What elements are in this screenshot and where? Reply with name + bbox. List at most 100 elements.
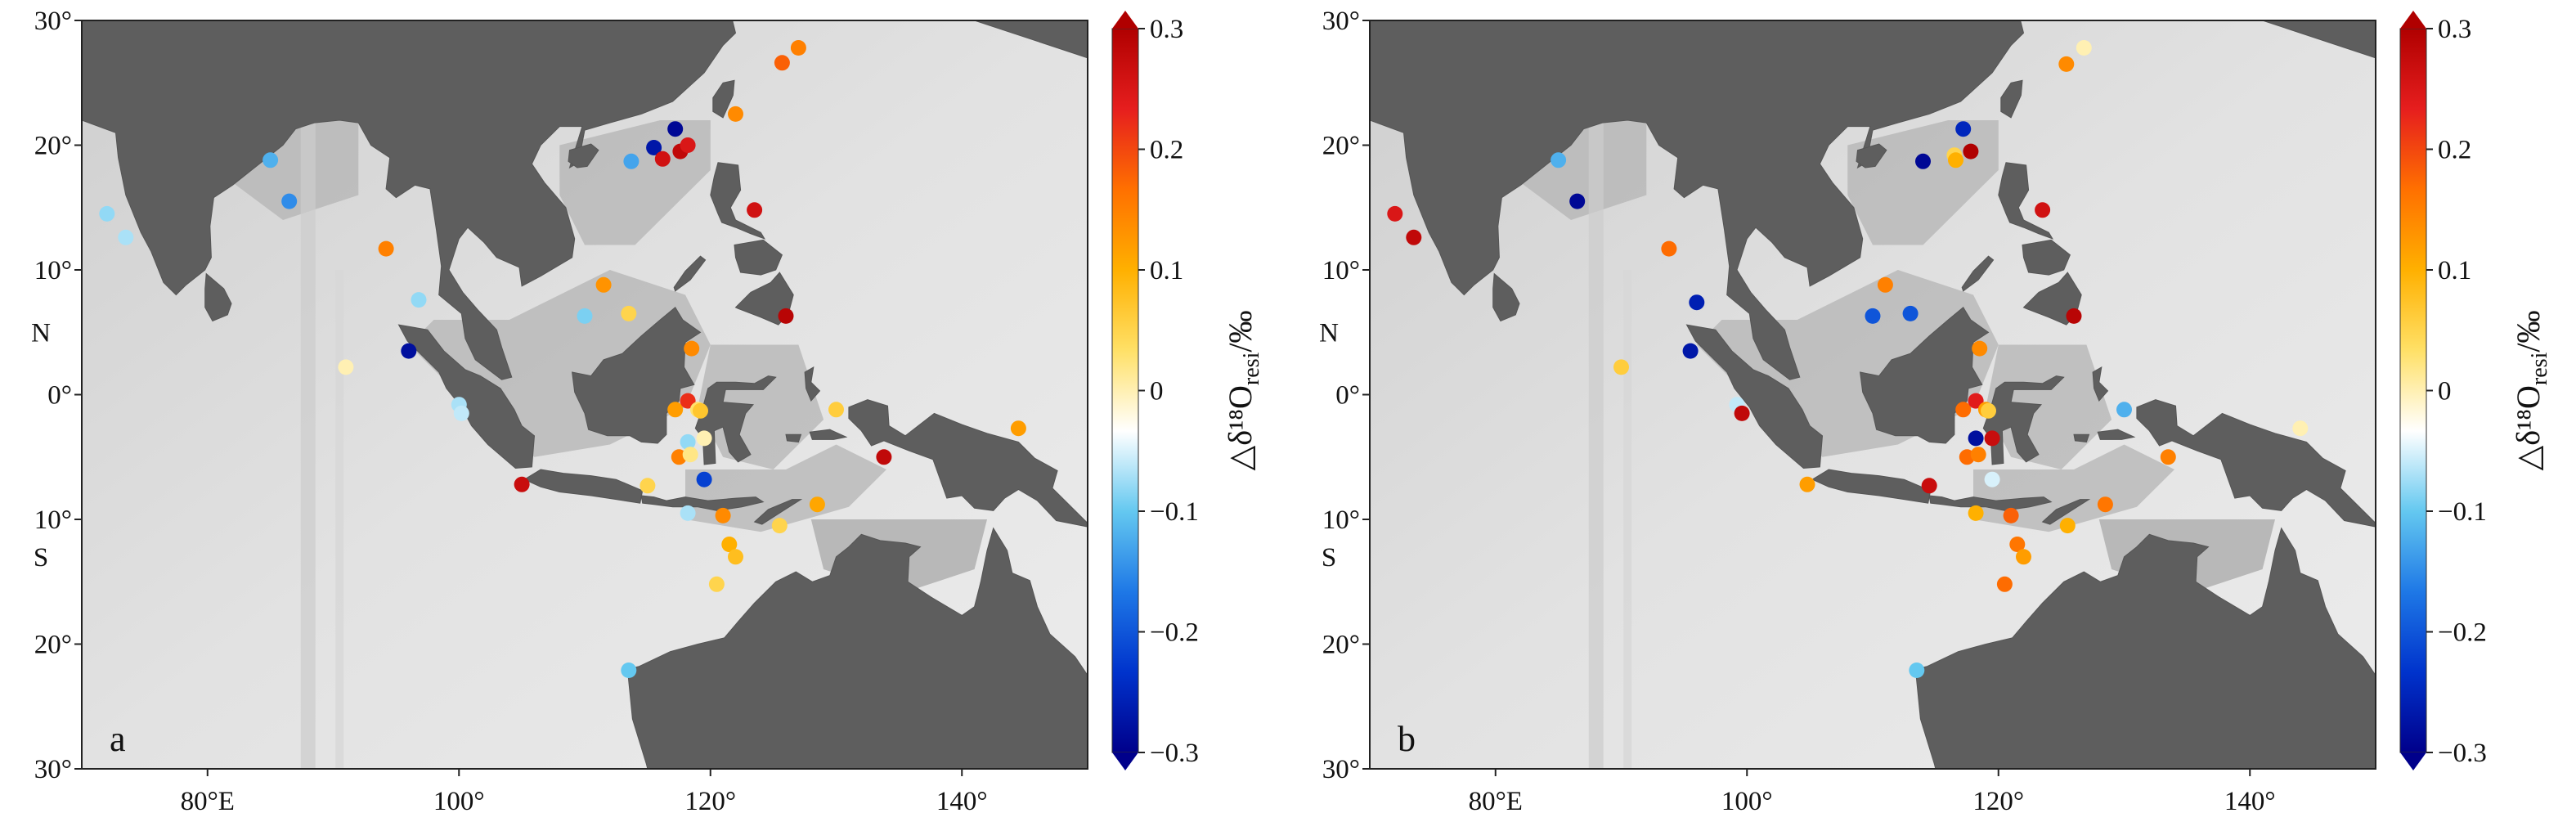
- sample-point: [2009, 537, 2026, 552]
- y-tick-label: 20°: [1322, 631, 1360, 660]
- sample-point: [2035, 202, 2051, 218]
- sample-point: [621, 305, 637, 321]
- x-tick-label: 120°: [684, 787, 736, 816]
- sample-point: [1968, 430, 1984, 447]
- colorbar-extend-max: [1112, 11, 1138, 29]
- sample-point: [623, 153, 640, 169]
- hemisphere-label: S: [1322, 543, 1336, 573]
- sample-point: [721, 537, 738, 552]
- sample-point: [595, 276, 612, 293]
- sample-point: [828, 402, 844, 418]
- colorbar-extend-min: [2400, 752, 2426, 770]
- x-tick-label: 140°: [2224, 787, 2276, 816]
- landmass-sulawesi: [1982, 375, 2065, 465]
- sample-point: [1968, 393, 1984, 409]
- landmass-australia: [1914, 527, 2376, 769]
- sample-point: [747, 202, 763, 218]
- shelf-region: [1973, 444, 2174, 532]
- map-area: [82, 20, 1088, 769]
- sample-point: [696, 430, 712, 447]
- sample-point: [1799, 476, 1815, 492]
- sample-point: [693, 402, 708, 419]
- map-panel-a: 80°E 100° 120° 140° 30° 20° 10° 0° 10° 20° 30° N Sa 0…: [31, 7, 1264, 816]
- landmass-newguinea: [848, 399, 1088, 528]
- sample-point: [1613, 359, 1629, 375]
- landmass-taiwan: [712, 79, 735, 119]
- landmass-halmahera: [2092, 366, 2109, 402]
- sample-sites: [99, 40, 1026, 678]
- sample-point: [646, 140, 662, 155]
- sample-point: [1915, 153, 1931, 169]
- y-tick-label: 30°: [34, 755, 72, 784]
- landmass-seram: [2097, 429, 2136, 440]
- landmass-visayas: [734, 239, 783, 276]
- sample-point: [1955, 402, 1972, 418]
- sample-point: [1972, 340, 1988, 357]
- sample-point: [1955, 121, 1972, 137]
- sample-point: [1682, 343, 1699, 359]
- landmass-asia: [82, 20, 1088, 380]
- landmass-visayas: [2022, 239, 2071, 276]
- sample-point: [2003, 507, 2019, 523]
- colorbar-tick-label: 0.3: [1150, 15, 1183, 44]
- landmass-hainan: [568, 143, 599, 168]
- sample-point: [2058, 56, 2075, 72]
- sample-point: [684, 340, 700, 357]
- colorbar-tick-label: −0.1: [2438, 497, 2487, 527]
- landmass-lesser_sunda: [1928, 495, 2053, 511]
- sample-point: [778, 308, 794, 324]
- x-tick-label: 140°: [936, 787, 988, 816]
- sample-point: [2116, 402, 2132, 418]
- colorbar-tick-label: 0.1: [2438, 256, 2471, 285]
- landmass-luzon: [710, 162, 766, 240]
- x-tick-label: 120°: [1972, 787, 2024, 816]
- y-tick-label: 30°: [1322, 755, 1360, 784]
- map-area: [1370, 20, 2376, 769]
- landmass-seram: [809, 429, 848, 440]
- sample-point: [667, 121, 684, 137]
- sample-point: [2292, 420, 2309, 437]
- hemisphere-label: S: [34, 543, 48, 573]
- y-tick-label: 30°: [1322, 7, 1360, 36]
- sample-point: [1909, 663, 1925, 678]
- sample-point: [1963, 143, 1979, 159]
- sample-point: [1981, 402, 1996, 419]
- panel-letter: a: [110, 719, 126, 759]
- sample-point: [281, 193, 298, 209]
- land-masses: [1370, 20, 2376, 769]
- sample-point: [1387, 205, 1403, 222]
- y-tick-label: 10°: [1322, 256, 1360, 285]
- colorbar-extend-min: [1112, 752, 1138, 770]
- sample-point: [514, 476, 530, 492]
- y-tick-label: 0°: [1335, 381, 1360, 411]
- land-masses: [82, 20, 1088, 769]
- landmass-newguinea: [2136, 399, 2376, 528]
- sample-point: [1948, 152, 1963, 168]
- sample-point: [640, 478, 656, 494]
- sample-point: [728, 549, 743, 565]
- y-tick-label: 10°: [1322, 505, 1360, 535]
- landmass-srilanka: [1492, 272, 1520, 322]
- y-tick-label: 0°: [47, 381, 72, 411]
- sample-point: [263, 152, 279, 168]
- landmass-mindanao: [2022, 272, 2082, 326]
- colorbar-tick-label: −0.2: [1150, 618, 1199, 648]
- sample-point: [2076, 40, 2092, 56]
- landmass-srilanka: [204, 272, 232, 322]
- colorbar-tick-label: 0.2: [2438, 136, 2471, 165]
- sample-point: [1984, 471, 2000, 487]
- landmass-sumatra: [1685, 324, 1824, 469]
- sample-point: [682, 447, 698, 463]
- landmass-sumatra: [397, 324, 536, 469]
- landmass-asia: [1370, 20, 2376, 380]
- y-tick-label: 20°: [34, 132, 72, 161]
- sample-point: [1902, 305, 1919, 321]
- sample-sites: [1387, 40, 2309, 678]
- landmass-buru: [2073, 433, 2090, 442]
- sample-point: [118, 229, 134, 245]
- landmass-palawan: [1961, 255, 1995, 292]
- sample-point: [338, 359, 354, 375]
- y-tick-label: 20°: [34, 631, 72, 660]
- landmass-halmahera: [804, 366, 821, 402]
- sample-point: [1996, 576, 2013, 592]
